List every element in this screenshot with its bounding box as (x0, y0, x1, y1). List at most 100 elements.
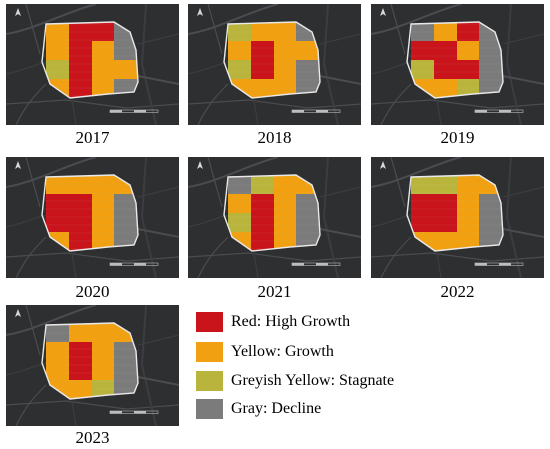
north-arrow-icon (15, 309, 21, 317)
road-line (137, 75, 179, 85)
road-line (15, 384, 47, 426)
zone-cell (228, 41, 251, 60)
road-line (319, 75, 361, 85)
zone-cell (46, 22, 69, 41)
zone-cell (69, 175, 92, 194)
road-line (6, 362, 47, 376)
north-arrow-icon (380, 8, 386, 16)
road-line (140, 4, 157, 125)
road-line (390, 4, 406, 55)
zone-cell (411, 194, 434, 213)
zone-cell (251, 41, 274, 60)
road-line (25, 4, 41, 55)
road-line (436, 99, 442, 125)
zone-cell (457, 60, 479, 79)
zone-cell (411, 41, 434, 60)
zone-cell (92, 194, 114, 213)
road-line (253, 252, 259, 278)
scale-bar (109, 410, 159, 414)
zone-cell (46, 342, 69, 361)
north-arrow-icon (197, 8, 203, 16)
zone-cell (274, 194, 296, 213)
zone-cell (457, 213, 479, 232)
zone-cell (434, 41, 457, 60)
scale-bar (109, 109, 159, 113)
road-line (188, 157, 279, 188)
year-label-2023: 2023 (75, 428, 110, 447)
year-label-2019: 2019 (440, 128, 475, 147)
zone-cell (46, 213, 69, 232)
zone-cell (69, 361, 92, 380)
zone-cell (92, 79, 114, 98)
grid-zones (42, 175, 138, 251)
map-2019 (371, 4, 544, 125)
zone-cell (479, 213, 503, 232)
road-line (6, 4, 97, 35)
district-outline (223, 174, 321, 252)
road-line (188, 214, 229, 228)
zone-cell (251, 79, 274, 98)
district-outline (41, 174, 139, 252)
district-outline (41, 21, 139, 99)
zone-cell (46, 41, 69, 60)
north-arrow-icon (380, 161, 386, 169)
zone-cell (69, 342, 92, 361)
road-line (505, 157, 522, 278)
road-line (71, 400, 77, 426)
zone-cell (434, 194, 457, 213)
zone-cell (411, 175, 434, 194)
zone-cell (69, 22, 92, 41)
legend-item-growth: Yellow: Growth (196, 342, 456, 364)
road-line (71, 252, 77, 278)
grid-zones (224, 175, 320, 251)
zone-cell (92, 41, 114, 60)
district-outline (406, 21, 504, 99)
map-2021 (188, 157, 361, 278)
zone-cell (457, 41, 479, 60)
road-line (319, 33, 361, 45)
zone-cell (69, 213, 92, 232)
zone-cell (479, 194, 503, 213)
zone-cell (228, 60, 251, 79)
grid-zones (224, 22, 320, 98)
year-label-2017: 2017 (75, 128, 110, 147)
road-line (6, 61, 47, 75)
road-line (15, 83, 47, 125)
legend-label-stagnate: Greyish Yellow: Stagnate (231, 372, 395, 389)
zone-cell (228, 175, 251, 194)
road-line (197, 83, 229, 125)
road-line (71, 99, 77, 125)
zone-cell (251, 194, 274, 213)
road-line (137, 186, 179, 198)
road-line (137, 334, 179, 346)
map-panel-2022 (371, 157, 544, 278)
scale-bar (109, 262, 159, 266)
zone-cell (228, 194, 251, 213)
road-line (322, 157, 339, 278)
zone-cell (92, 213, 114, 232)
road-line (137, 376, 179, 386)
legend-swatch-red (196, 312, 223, 332)
zone-cell (434, 22, 457, 41)
legend-item-decline: Gray: Decline (196, 399, 456, 421)
road-line (380, 236, 412, 278)
zone-cell (274, 232, 296, 251)
road-line (371, 214, 412, 228)
road-line (319, 228, 361, 238)
road-line (371, 157, 462, 188)
zone-cell (274, 41, 296, 60)
road-line (188, 61, 229, 75)
road-line (436, 252, 442, 278)
zone-cell (296, 194, 320, 213)
legend-swatch-yellow (196, 342, 223, 362)
road-line (322, 4, 339, 125)
zone-cell (434, 60, 457, 79)
map-2022 (371, 157, 544, 278)
zone-cell (69, 323, 92, 342)
legend-swatch-greyish-yellow (196, 371, 223, 391)
zone-cell (69, 194, 92, 213)
zone-cell (251, 213, 274, 232)
road-line (137, 228, 179, 238)
road-line (502, 33, 544, 45)
zone-cell (92, 22, 114, 41)
